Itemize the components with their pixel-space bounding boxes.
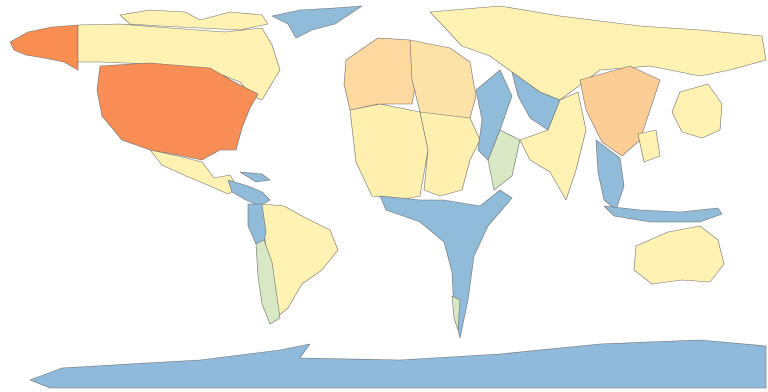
region-canada [77, 23, 281, 101]
region-usa [96, 62, 259, 161]
region-africa [379, 189, 513, 339]
region-greenland [271, 5, 363, 39]
region-taiwan [637, 129, 661, 163]
region-caribbean [239, 171, 271, 183]
region-arctic-islands [119, 9, 269, 31]
region-japan [671, 83, 723, 139]
region-south-asia [519, 91, 587, 201]
region-europe-east [419, 111, 481, 197]
region-middle-east [487, 129, 521, 191]
region-alaska [9, 24, 79, 71]
region-europe-west [349, 103, 429, 201]
region-russia [429, 5, 767, 101]
region-southern-africa [451, 295, 461, 331]
region-indonesia [603, 205, 723, 223]
region-antarctica [29, 339, 767, 389]
region-europe-north [343, 37, 419, 111]
region-australia [633, 225, 725, 285]
region-central-america [227, 179, 271, 207]
region-southern-cone [255, 239, 281, 325]
